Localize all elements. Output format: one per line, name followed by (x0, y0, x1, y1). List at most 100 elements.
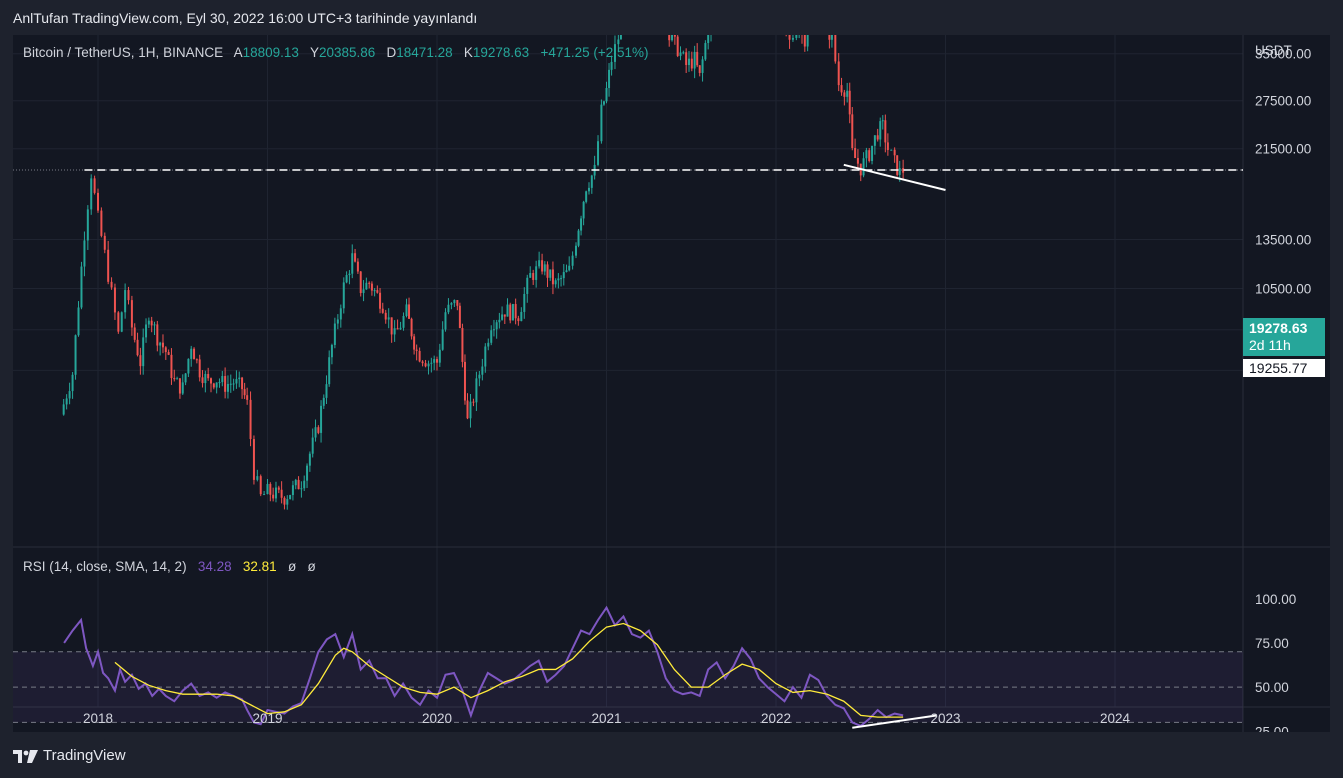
candle-body (107, 249, 110, 282)
candle-body (707, 35, 710, 44)
candle-body (71, 374, 74, 392)
candle-body (806, 35, 809, 47)
candle-body (65, 398, 68, 405)
currency-label: USDT (1255, 43, 1292, 58)
candle-body (463, 361, 466, 401)
candle-body (441, 329, 444, 350)
candle-body (207, 373, 210, 379)
tradingview-logo[interactable]: TradingView (13, 747, 126, 764)
overlay-lines (13, 163, 1243, 729)
candle-body (291, 485, 294, 496)
candle-body (848, 90, 851, 115)
candle-body (322, 397, 325, 406)
candle-body (862, 158, 865, 176)
candle-body (458, 305, 461, 328)
candle-body (791, 37, 794, 40)
candle-body (314, 427, 317, 438)
candle-body (879, 121, 882, 140)
candle-body (617, 39, 620, 45)
candle-body (478, 374, 481, 379)
candle-body (898, 168, 901, 175)
candle-body (868, 150, 871, 161)
candle-body (212, 383, 215, 388)
candle-body (843, 92, 846, 97)
candle-body (390, 317, 393, 335)
candle-body (370, 283, 373, 291)
candle-body (97, 192, 99, 211)
candle-body (682, 52, 685, 54)
symbol-name[interactable]: Bitcoin / TetherUS, 1H, BINANCE (23, 45, 224, 60)
candle-body (376, 290, 379, 293)
candle-body (871, 145, 874, 161)
publisher-line: AnlTufan TradingView.com, Eyl 30, 2022 1… (13, 10, 478, 26)
candle-body (854, 148, 857, 158)
candle-body (246, 395, 249, 400)
candle-body (184, 373, 187, 383)
time-tick-label: 2023 (930, 711, 960, 726)
candle-body (272, 494, 275, 499)
candle-body (461, 327, 464, 362)
candle-body (356, 261, 359, 272)
candle-body (342, 282, 345, 309)
candle-body (408, 304, 411, 319)
change-value: +471.25 (+2.51%) (540, 45, 649, 60)
candle-body (195, 359, 198, 361)
candle-body (517, 318, 520, 322)
candle-body (619, 35, 622, 40)
chart-frame[interactable]: USDT70000.0055000.0043000.0035000.002750… (13, 35, 1330, 732)
candle-body (153, 324, 156, 326)
candle-body (704, 43, 707, 60)
candle-body (215, 382, 218, 388)
candles (62, 35, 905, 510)
candle-body (541, 260, 544, 272)
time-tick-label: 2019 (252, 711, 282, 726)
rsi-title[interactable]: RSI (14, close, SMA, 14, 2) (23, 559, 187, 574)
candle-body (345, 275, 348, 283)
candle-body (585, 191, 588, 202)
candle-body (679, 52, 682, 56)
candle-body (62, 404, 65, 415)
open-value: 18809.13 (242, 45, 299, 60)
candle-body (124, 290, 127, 313)
rsi-extra-1: ø (287, 559, 297, 574)
candle-body (339, 308, 342, 320)
candle-body (218, 382, 221, 384)
candle-body (450, 303, 453, 305)
candle-body (241, 377, 244, 390)
candle-body (884, 120, 887, 143)
price-tick-label: 10500.00 (1255, 281, 1311, 296)
candle-body (399, 327, 402, 330)
candle-body (139, 355, 142, 367)
candle-body (396, 328, 399, 330)
candle-body (890, 149, 893, 151)
candle-body (690, 58, 693, 69)
candle-body (306, 465, 309, 481)
candle-body (487, 342, 490, 347)
candle-body (161, 342, 164, 348)
candle-body (597, 141, 600, 165)
time-tick-label: 2018 (83, 711, 113, 726)
candle-body (359, 271, 362, 294)
candle-body (498, 319, 501, 323)
candle-group (62, 35, 905, 510)
candle-body (447, 304, 450, 313)
close-value: 19278.63 (472, 45, 530, 60)
candle-body (535, 266, 538, 280)
candle-body (475, 378, 478, 403)
candle-body (472, 401, 475, 403)
chart-svg[interactable]: USDT70000.0055000.0043000.0035000.002750… (13, 35, 1330, 732)
candle-body (405, 304, 408, 317)
candle-body (181, 382, 184, 394)
candle-body (605, 87, 608, 102)
candle-body (77, 307, 80, 336)
candle-body (698, 65, 701, 73)
candle-body (235, 379, 238, 384)
candle-body (551, 269, 554, 285)
candle-body (178, 378, 181, 394)
candle-body (190, 348, 193, 359)
candle-body (610, 61, 613, 70)
candle-body (294, 479, 297, 486)
candle-body (193, 348, 196, 360)
candle-body (788, 35, 791, 40)
candle-body (224, 376, 227, 392)
